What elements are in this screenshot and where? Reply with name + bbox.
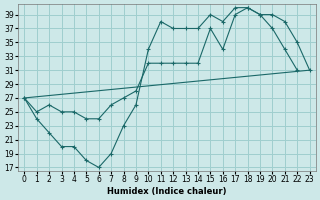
X-axis label: Humidex (Indice chaleur): Humidex (Indice chaleur)	[107, 187, 227, 196]
